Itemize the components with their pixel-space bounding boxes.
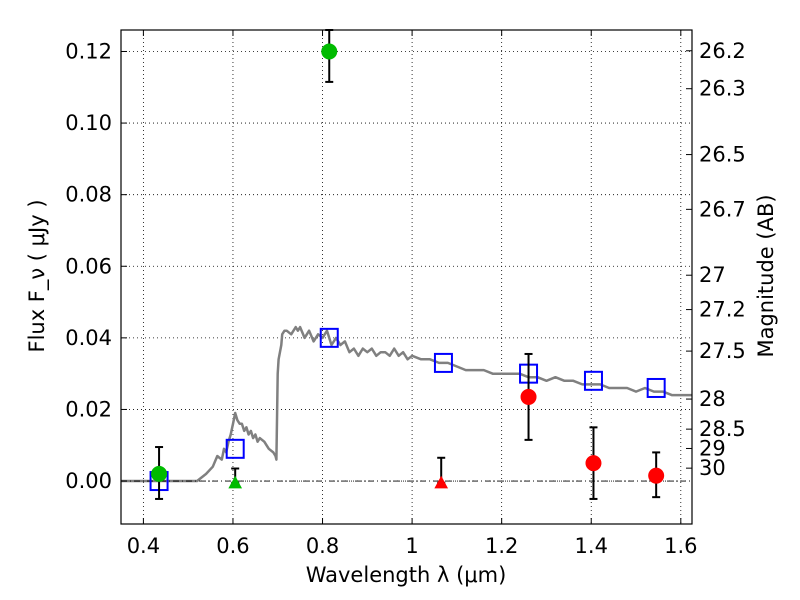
y-tick-label: 0.04 bbox=[65, 326, 112, 350]
observed-flux-point bbox=[585, 455, 602, 472]
upper-limit-triangle bbox=[434, 475, 449, 489]
y-tick-label: 0.10 bbox=[65, 111, 112, 135]
right-tick-label: 27 bbox=[699, 263, 726, 287]
model-flux-square bbox=[583, 370, 603, 391]
data-markers bbox=[149, 29, 666, 500]
x-tick-label: 1.2 bbox=[485, 534, 518, 558]
x-tick-label: 1 bbox=[405, 534, 418, 558]
y-tick-label: 0.12 bbox=[65, 39, 112, 63]
axis-ticks: 0.4 0.6 0.8 1 1.2 1.4 1.6 0.00 0.02 0.04 0.06 0.08 0… bbox=[65, 30, 746, 558]
right-tick-label: 28.5 bbox=[699, 417, 746, 441]
y-tick-label: 0.06 bbox=[65, 254, 112, 278]
y-tick-label: 0.02 bbox=[65, 397, 112, 421]
right-tick-label: 27.2 bbox=[699, 298, 746, 322]
x-tick-label: 0.8 bbox=[306, 534, 339, 558]
observed-flux-point bbox=[648, 467, 665, 484]
right-tick-label: 26.7 bbox=[699, 197, 746, 221]
x-tick-label: 1.4 bbox=[575, 534, 608, 558]
grid bbox=[121, 30, 692, 524]
observed-flux-point bbox=[520, 388, 537, 405]
upper-limit-triangle bbox=[228, 475, 243, 489]
x-tick-label: 1.6 bbox=[664, 534, 697, 558]
model-flux-square bbox=[646, 377, 666, 398]
x-axis-label: Wavelength λ (μm) bbox=[306, 563, 507, 587]
model-flux-square bbox=[319, 327, 339, 348]
model-spectrum-line bbox=[121, 325, 692, 483]
observed-flux-point bbox=[321, 43, 338, 60]
right-tick-label: 26.3 bbox=[699, 77, 746, 101]
right-axis-label: Magnitude (AB) bbox=[754, 194, 778, 357]
x-tick-label: 0.6 bbox=[216, 534, 249, 558]
y-tick-label: 0.00 bbox=[65, 469, 112, 493]
model-spectrum bbox=[121, 325, 692, 483]
plot-frame bbox=[120, 29, 693, 525]
right-tick-label: 28 bbox=[699, 387, 726, 411]
right-tick-label: 27.5 bbox=[699, 339, 746, 363]
right-tick-label: 29 bbox=[699, 436, 726, 460]
x-tick-label: 0.4 bbox=[127, 534, 160, 558]
observed-flux-point bbox=[151, 465, 168, 482]
right-tick-label: 30 bbox=[699, 456, 726, 480]
right-tick-label: 26.5 bbox=[699, 143, 746, 167]
model-flux-square bbox=[433, 352, 453, 373]
right-tick-label: 26.2 bbox=[699, 39, 746, 63]
y-tick-label: 0.08 bbox=[65, 183, 112, 207]
y-axis-label: Flux F_ν ( μJy ) bbox=[25, 199, 50, 352]
model-flux-square bbox=[225, 438, 245, 459]
